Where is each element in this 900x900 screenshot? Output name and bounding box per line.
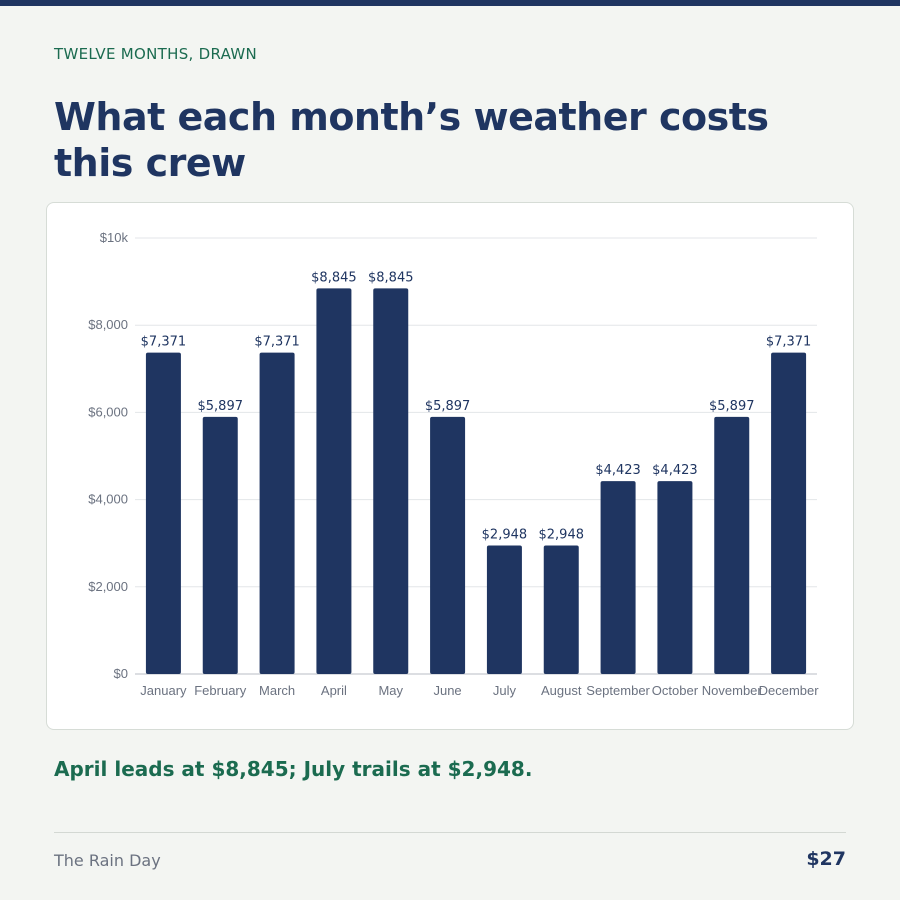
bar-july xyxy=(486,545,522,674)
bar-march xyxy=(259,352,295,674)
x-tick-label: August xyxy=(541,683,582,698)
page-title: What each month’s weather costs this cre… xyxy=(54,95,769,185)
bar-may xyxy=(373,288,409,674)
x-tick-label: December xyxy=(759,683,820,698)
y-tick-label: $10k xyxy=(100,230,129,245)
data-label: $2,948 xyxy=(482,527,527,542)
chart-summary: April leads at $8,845; July trails at $2… xyxy=(54,757,533,781)
bar-september xyxy=(600,481,636,674)
data-label: $8,845 xyxy=(311,270,357,285)
bar-february xyxy=(202,416,238,674)
x-tick-label: July xyxy=(493,683,517,698)
data-label: $7,371 xyxy=(141,335,187,350)
x-tick-label: June xyxy=(433,683,461,698)
y-tick-label: $6,000 xyxy=(88,404,128,419)
data-label: $4,423 xyxy=(595,463,641,478)
y-tick-label: $2,000 xyxy=(88,579,128,594)
data-label: $5,897 xyxy=(425,399,471,414)
data-label: $7,371 xyxy=(766,335,812,350)
x-tick-label: March xyxy=(259,683,295,698)
data-label: $2,948 xyxy=(539,527,585,542)
data-label: $4,423 xyxy=(652,463,698,478)
x-tick-label: April xyxy=(321,683,347,698)
x-tick-label: May xyxy=(378,683,403,698)
eyebrow-label: TWELVE MONTHS, DRAWN xyxy=(54,45,258,63)
data-label: $7,371 xyxy=(254,335,300,350)
x-tick-label: October xyxy=(652,683,699,698)
y-tick-label: $0 xyxy=(114,666,128,681)
x-tick-label: February xyxy=(194,683,247,698)
bar-june xyxy=(430,416,466,674)
chart-card: $0 $2,000 $4,000 $6,000 $8,000 $10k $7,371 Janu… xyxy=(46,202,854,730)
bar-december xyxy=(771,352,807,674)
bar-april xyxy=(316,288,352,674)
x-tick-label: September xyxy=(586,683,650,698)
bar-august xyxy=(543,545,579,674)
bar-chart: $0 $2,000 $4,000 $6,000 $8,000 $10k $7,371 Janu… xyxy=(88,230,820,698)
bar-november xyxy=(714,416,750,674)
data-label: $5,897 xyxy=(709,399,755,414)
y-tick-label: $8,000 xyxy=(88,317,128,332)
x-tick-label: November xyxy=(702,683,763,698)
bar-october xyxy=(657,481,693,674)
x-tick-label: January xyxy=(140,683,187,698)
bar-january xyxy=(145,352,181,674)
footer-price: $27 xyxy=(806,848,846,870)
footer-brand: The Rain Day xyxy=(54,851,161,870)
data-label: $8,845 xyxy=(368,270,414,285)
y-tick-label: $4,000 xyxy=(88,492,128,507)
top-accent-bar xyxy=(0,0,900,6)
data-label: $5,897 xyxy=(198,399,244,414)
footer-divider xyxy=(54,832,846,833)
